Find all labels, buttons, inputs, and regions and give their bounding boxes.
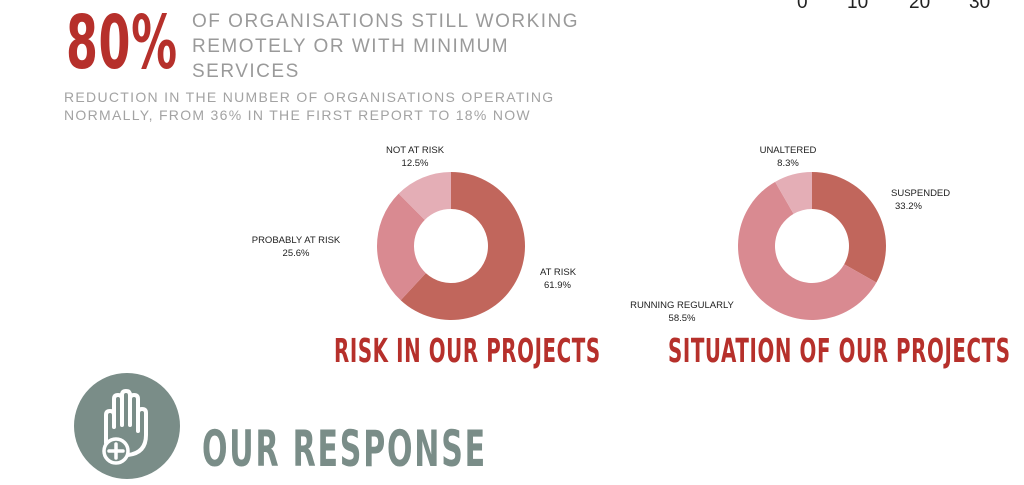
- slice-value-unaltered: 8.3%: [777, 158, 799, 169]
- donut-slice-running-regularly: [738, 181, 877, 320]
- donut-slice-not-at-risk: [398, 172, 451, 220]
- slice-value-suspended: 33.2%: [895, 201, 922, 212]
- axis-tick: 20: [909, 0, 931, 13]
- slice-value-running-regularly: 58.5%: [669, 313, 696, 324]
- headline-subtext: REDUCTION IN THE NUMBER OF ORGANISATIONS…: [64, 89, 555, 123]
- situation-donut-chart: SUSPENDED 33.2% RUNNING REGULARLY 58.5% UNAL…: [630, 145, 950, 324]
- situation-chart-title: SITUATION OF OUR PROJECTS: [668, 331, 1011, 370]
- slice-label-not-at-risk: NOT AT RISK: [386, 145, 445, 156]
- risk-chart-title: RISK IN OUR PROJECTS: [334, 331, 601, 370]
- donut-slice-unaltered: [775, 172, 812, 214]
- slice-label-suspended: SUSPENDED: [891, 188, 950, 199]
- donut-slice-probably-at-risk: [377, 193, 426, 301]
- axis-tick: 0: [797, 0, 808, 13]
- donut-slice-suspended: [812, 172, 886, 283]
- slice-value-at-risk: 61.9%: [544, 280, 571, 291]
- our-response-heading: OUR RESPONSE: [202, 420, 487, 478]
- risk-donut-chart: AT RISK 61.9% PROBABLY AT RISK 25.6% NOT AT …: [252, 145, 577, 320]
- slice-label-probably-at-risk: PROBABLY AT RISK: [252, 235, 341, 246]
- hand-plus-icon: [74, 373, 180, 479]
- axis-tick: 30: [969, 0, 991, 13]
- headline-description: OF ORGANISATIONS STILL WORKING REMOTELY …: [192, 11, 580, 82]
- headline-percentage: 80%: [66, 0, 178, 86]
- slice-value-not-at-risk: 12.5%: [402, 158, 429, 169]
- slice-value-probably-at-risk: 25.6%: [283, 248, 310, 259]
- axis-tick: 10: [847, 0, 869, 13]
- donut-slice-at-risk: [400, 172, 525, 320]
- slice-label-running-regularly: RUNNING REGULARLY: [630, 300, 734, 311]
- slice-label-at-risk: AT RISK: [540, 267, 577, 278]
- slice-label-unaltered: UNALTERED: [760, 145, 817, 156]
